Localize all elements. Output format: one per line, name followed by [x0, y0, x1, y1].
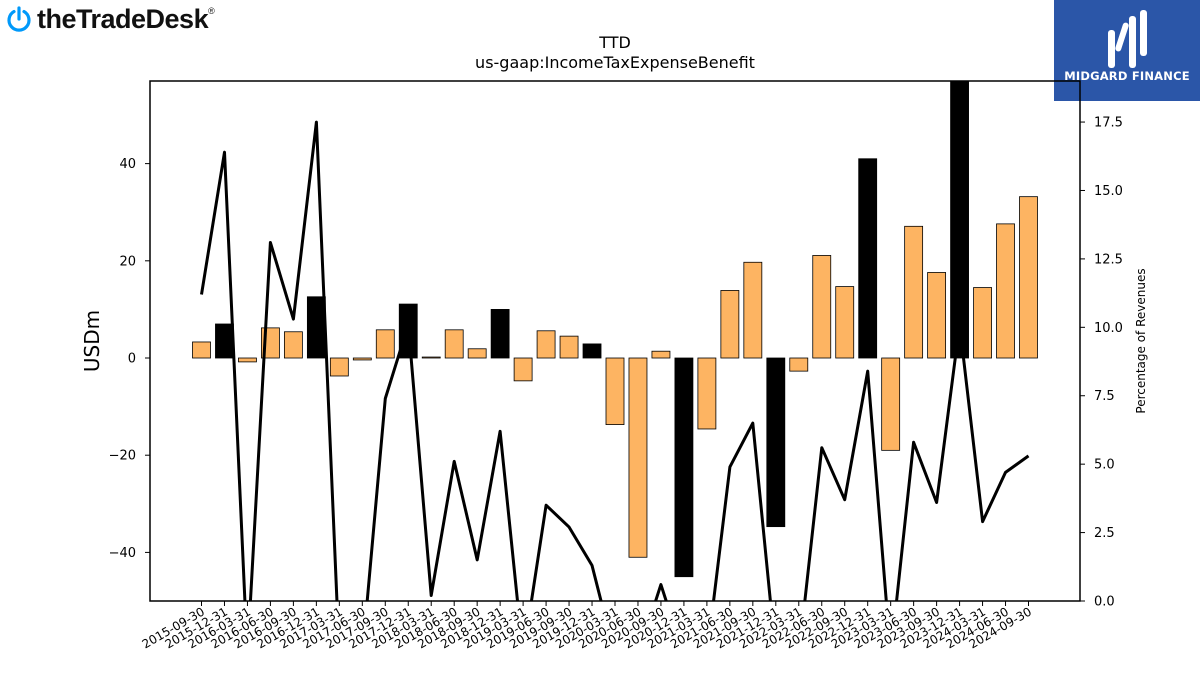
bar-2019-12-31: [582, 343, 602, 359]
bar-2024-03-31: [973, 287, 992, 359]
bar-2019-09-30: [559, 335, 579, 359]
bar-2020-12-31: [674, 357, 694, 578]
y-tick-label: 20: [119, 254, 136, 269]
bar-2021-09-30: [743, 261, 763, 359]
brand-name: theTradeDesk: [37, 3, 209, 34]
y2-tick-label: 2.5: [1094, 526, 1115, 541]
y2-tick-label: 7.5: [1094, 389, 1115, 404]
bar-2019-06-30: [536, 330, 556, 359]
y2-tick-label: 12.5: [1094, 252, 1123, 267]
bar-2016-09-30: [283, 331, 303, 359]
bar-2020-09-30: [651, 350, 671, 359]
bar-2018-12-31: [490, 309, 510, 359]
y2-axis-label: Percentage of Revenues: [1134, 268, 1148, 413]
y2-tick-label: 0.0: [1094, 595, 1115, 610]
y-tick-label: 0: [128, 352, 136, 367]
bar-2018-03-31: [421, 356, 441, 359]
bar-2017-06-30: [352, 357, 372, 361]
chart-title: TTD: [598, 33, 631, 52]
y-axis-label: USDm: [80, 310, 104, 372]
chart-subtitle: us-gaap:IncomeTaxExpenseBenefit: [475, 53, 755, 72]
bar-2015-12-31: [215, 323, 234, 359]
bar-series: [192, 80, 1038, 578]
bar-2022-09-30: [835, 286, 855, 359]
plot-frame: [149, 80, 1081, 602]
bar-2023-09-30: [927, 272, 947, 359]
bar-2021-03-31: [697, 357, 717, 430]
bar-2024-06-30: [996, 223, 1015, 359]
midgard-logo-icon: [1108, 10, 1147, 68]
badge-label: MIDGARD FINANCE: [1064, 69, 1190, 83]
bar-2023-03-31: [881, 357, 901, 451]
bar-2022-06-30: [812, 255, 832, 359]
left-axis-ticks: −40 −20 0 20 40: [109, 157, 150, 561]
bar-2022-03-31: [789, 357, 809, 372]
bar-2016-12-31: [306, 296, 326, 359]
bar-2021-12-31: [766, 357, 786, 528]
y2-tick-label: 15.0: [1094, 184, 1123, 199]
bar-2019-03-31: [513, 357, 533, 382]
brand-logo: theTradeDesk ®: [5, 4, 215, 34]
bar-2020-06-30: [628, 357, 648, 558]
bar-2024-09-30: [1019, 196, 1038, 359]
bar-2017-09-30: [375, 329, 395, 359]
y-tick-label: 40: [119, 157, 136, 172]
y-tick-label: −40: [109, 546, 136, 561]
bar-2021-06-30: [720, 290, 740, 359]
bar-2016-03-31: [238, 357, 257, 363]
midgard-finance-badge: MIDGARD FINANCE: [1054, 0, 1200, 101]
y2-tick-label: 17.5: [1094, 116, 1123, 131]
brand-registered-mark: ®: [208, 6, 215, 16]
bar-2018-06-30: [444, 329, 464, 359]
bar-2015-09-30: [192, 341, 211, 359]
y2-tick-label: 10.0: [1094, 321, 1123, 336]
x-axis-ticks: 2015-09-302015-12-312016-03-312016-06-30…: [140, 601, 1034, 651]
bar-2017-03-31: [329, 357, 349, 377]
bar-2020-03-31: [605, 357, 625, 425]
power-icon: [7, 6, 31, 32]
y-tick-label: −20: [109, 449, 136, 464]
bar-2018-09-30: [467, 348, 487, 359]
bar-2023-06-30: [904, 225, 924, 359]
bar-2022-12-31: [858, 158, 878, 359]
y2-tick-label: 5.0: [1094, 458, 1115, 473]
bar-2023-12-31: [950, 80, 969, 359]
right-axis-ticks: 0.0 2.5 5.0 7.5 10.0 12.5 15.0 17.5: [1080, 116, 1123, 610]
